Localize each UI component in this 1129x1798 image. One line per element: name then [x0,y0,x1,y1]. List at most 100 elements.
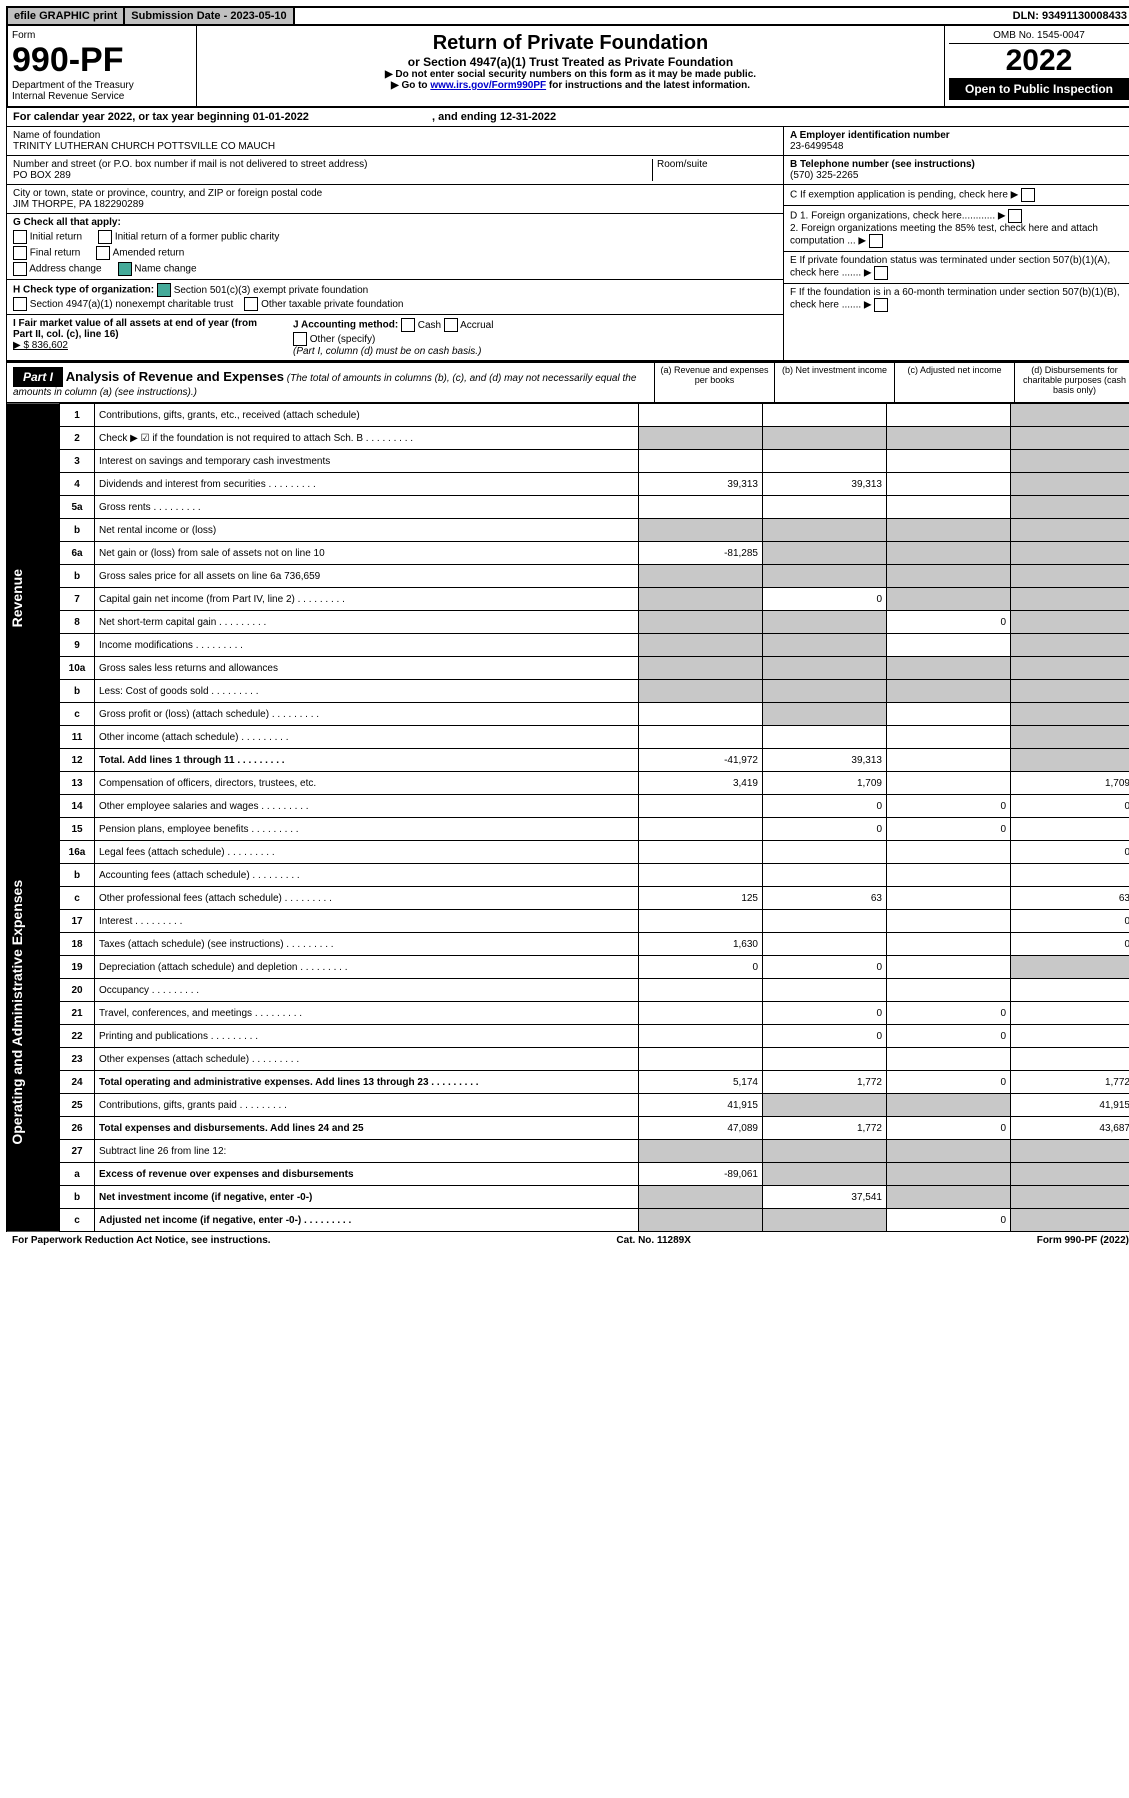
row-desc: Depreciation (attach schedule) and deple… [95,956,639,979]
form-header: Form 990-PF Department of the TreasuryIn… [6,26,1129,108]
cb-initial-former[interactable]: Initial return of a former public charit… [98,230,279,244]
row-num: 1 [60,404,95,427]
col-a: -81,285 [639,542,763,565]
col-b: 0 [763,588,887,611]
row-num: 3 [60,450,95,473]
col-c [887,588,1011,611]
col-a [639,450,763,473]
table-row: 12Total. Add lines 1 through 11 . . . . … [60,749,1129,772]
col-c [887,657,1011,680]
col-b [763,910,887,933]
cb-address[interactable]: Address change [13,262,102,276]
col-c [887,864,1011,887]
row-num: 23 [60,1048,95,1071]
col-c [887,749,1011,772]
col-b [763,404,887,427]
row-num: b [60,864,95,887]
col-c: 0 [887,611,1011,634]
col-b: 0 [763,1025,887,1048]
form-label: Form [12,30,192,41]
table-row: 17Interest . . . . . . . . .0 [60,910,1129,933]
col-d: 0 [1011,933,1129,956]
table-row: 1Contributions, gifts, grants, etc., rec… [60,404,1129,427]
row-num: 22 [60,1025,95,1048]
col-b: 0 [763,1002,887,1025]
ein: 23-6499548 [790,141,843,152]
col-a [639,1140,763,1163]
cb-amended[interactable]: Amended return [96,246,184,260]
row-num: 27 [60,1140,95,1163]
row-desc: Subtract line 26 from line 12: [95,1140,639,1163]
row-num: 19 [60,956,95,979]
cb-initial[interactable]: Initial return [13,230,82,244]
col-b [763,933,887,956]
city: JIM THORPE, PA 182290289 [13,199,777,210]
row-num: 14 [60,795,95,818]
open-public: Open to Public Inspection [949,78,1129,100]
col-d [1011,680,1129,703]
table-row: aExcess of revenue over expenses and dis… [60,1163,1129,1186]
row-desc: Gross rents . . . . . . . . . [95,496,639,519]
dept-label: Department of the TreasuryInternal Reven… [12,80,192,102]
col-a: 1,630 [639,933,763,956]
cb-accrual[interactable]: Accrual [444,320,494,331]
col-c [887,910,1011,933]
cb-f[interactable] [874,298,888,312]
row-num: b [60,1186,95,1209]
col-d [1011,1163,1129,1186]
col-d [1011,542,1129,565]
instr-link: ▶ Go to www.irs.gov/Form990PF for instru… [203,80,938,91]
col-d: 0 [1011,910,1129,933]
cb-d2[interactable] [869,234,883,248]
table-row: 23Other expenses (attach schedule) . . .… [60,1048,1129,1071]
row-desc: Total operating and administrative expen… [95,1071,639,1094]
col-b: 39,313 [763,749,887,772]
cb-501c3[interactable]: Section 501(c)(3) exempt private foundat… [157,285,368,296]
row-desc: Taxes (attach schedule) (see instruction… [95,933,639,956]
col-c [887,1140,1011,1163]
col-d [1011,979,1129,1002]
footer-left: For Paperwork Reduction Act Notice, see … [12,1235,271,1246]
cb-other-acct[interactable]: Other (specify) [293,334,375,345]
col-b [763,864,887,887]
row-num: 4 [60,473,95,496]
row-num: 21 [60,1002,95,1025]
cb-4947[interactable]: Section 4947(a)(1) nonexempt charitable … [13,299,233,310]
footer-right: Form 990-PF (2022) [1037,1235,1129,1246]
cb-final[interactable]: Final return [13,246,80,260]
street: PO BOX 289 [13,170,652,181]
phone-cell: B Telephone number (see instructions) (5… [784,156,1129,185]
cb-other-taxable[interactable]: Other taxable private foundation [244,299,403,310]
col-c: 0 [887,795,1011,818]
col-c [887,1094,1011,1117]
col-a-header: (a) Revenue and expenses per books [654,363,774,402]
col-c [887,680,1011,703]
cb-c[interactable] [1021,188,1035,202]
table-row: 20Occupancy . . . . . . . . . [60,979,1129,1002]
cb-name[interactable]: Name change [118,262,197,276]
row-num: 15 [60,818,95,841]
table-row: 27Subtract line 26 from line 12: [60,1140,1129,1163]
col-d: 0 [1011,841,1129,864]
ij-section: I Fair market value of all assets at end… [7,315,783,360]
col-d: 1,709 [1011,772,1129,795]
col-a [639,726,763,749]
table-row: 14Other employee salaries and wages . . … [60,795,1129,818]
cb-e[interactable] [874,266,888,280]
col-d [1011,496,1129,519]
col-a: -89,061 [639,1163,763,1186]
footer: For Paperwork Reduction Act Notice, see … [6,1232,1129,1249]
row-num: 16a [60,841,95,864]
form-link[interactable]: www.irs.gov/Form990PF [430,80,546,91]
col-a [639,703,763,726]
row-desc: Compensation of officers, directors, tru… [95,772,639,795]
table-row: cGross profit or (loss) (attach schedule… [60,703,1129,726]
row-desc: Net rental income or (loss) [95,519,639,542]
row-desc: Dividends and interest from securities .… [95,473,639,496]
row-desc: Travel, conferences, and meetings . . . … [95,1002,639,1025]
header-left: Form 990-PF Department of the TreasuryIn… [8,26,197,106]
cb-d1[interactable] [1008,209,1022,223]
col-a [639,1209,763,1232]
cb-cash[interactable]: Cash [401,320,441,331]
main-grid: Revenue Operating and Administrative Exp… [6,403,1129,1232]
